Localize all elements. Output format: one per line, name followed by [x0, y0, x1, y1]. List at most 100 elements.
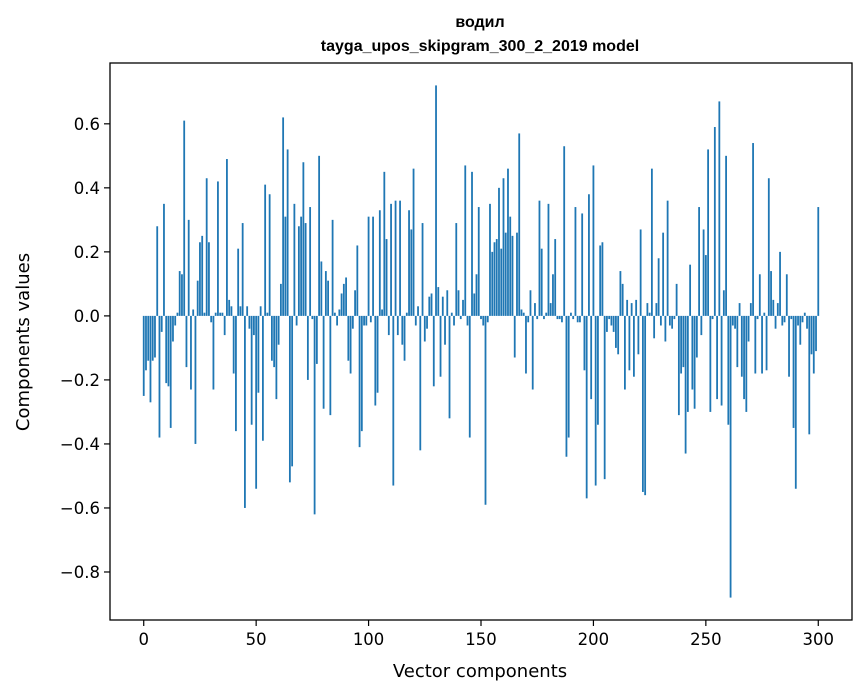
bar-128	[430, 293, 433, 316]
bar-122	[417, 306, 419, 316]
bar-85	[333, 312, 336, 316]
bar-247	[698, 207, 700, 316]
bar-216	[628, 315, 631, 371]
bar-56	[268, 194, 271, 316]
bar-278	[767, 178, 770, 316]
bar-44	[241, 223, 244, 316]
bar-146	[471, 171, 473, 316]
bar-31	[212, 315, 215, 390]
bar-98	[363, 315, 365, 326]
bar-248	[700, 315, 703, 336]
bar-23	[194, 315, 197, 444]
bar-29	[208, 242, 210, 316]
bar-243	[689, 264, 692, 316]
bar-214	[624, 315, 626, 390]
bar-264	[736, 315, 739, 368]
bar-26	[201, 235, 204, 316]
bar-258	[722, 290, 725, 316]
bar-55	[266, 312, 269, 316]
bar-81	[324, 271, 327, 316]
bar-217	[630, 303, 633, 316]
bar-10	[165, 315, 168, 384]
bar-245	[693, 315, 696, 409]
bar-40	[232, 315, 235, 374]
bar-254	[713, 127, 716, 316]
bar-172	[529, 290, 532, 316]
bar-233	[666, 200, 669, 316]
bar-202	[597, 315, 599, 425]
bar-265	[738, 303, 741, 316]
bar-192	[574, 207, 577, 316]
bar-138	[453, 315, 455, 326]
bar-182	[552, 274, 554, 316]
bar-93	[351, 315, 354, 329]
bar-197	[585, 315, 588, 499]
bar-246	[695, 315, 698, 358]
plot-frame	[109, 62, 853, 621]
bar-161	[504, 232, 507, 316]
bar-1	[145, 315, 147, 371]
bar-291	[797, 315, 799, 326]
bar-167	[518, 133, 521, 316]
bar-148	[475, 274, 478, 316]
bar-88	[340, 293, 343, 316]
bar-100	[367, 216, 370, 316]
bar-171	[527, 315, 530, 323]
bar-274	[758, 274, 761, 316]
bar-95	[356, 245, 359, 316]
bar-191	[572, 315, 575, 320]
bar-228	[655, 303, 658, 316]
bar-62	[282, 117, 285, 316]
bar-236	[673, 315, 676, 320]
bar-259	[725, 155, 727, 316]
bar-38	[228, 299, 231, 316]
bar-17	[181, 274, 183, 316]
bar-39	[230, 306, 233, 316]
bar-201	[594, 315, 597, 486]
y-tick-label: 0.2	[74, 243, 100, 262]
bar-45	[244, 315, 246, 508]
bar-164	[511, 235, 514, 316]
bar-58	[273, 315, 276, 368]
bar-114	[399, 200, 401, 316]
bar-179	[545, 312, 548, 316]
bar-206	[606, 315, 608, 332]
bar-21	[190, 315, 192, 390]
bar-240	[682, 315, 685, 368]
bar-186	[561, 315, 563, 323]
bar-178	[543, 315, 545, 320]
bar-256	[718, 101, 721, 316]
bar-83	[329, 315, 332, 416]
bar-91	[347, 315, 350, 361]
bar-72	[304, 223, 307, 316]
x-tick-label: 250	[690, 630, 722, 649]
bar-33	[217, 181, 219, 316]
bar-224	[646, 303, 649, 316]
bar-87	[338, 309, 341, 316]
bar-293	[801, 315, 804, 323]
bar-282	[776, 303, 779, 316]
bar-147	[473, 293, 476, 316]
y-tick-label: 0.4	[74, 179, 100, 198]
chart-subtitle: tayga_upos_skipgram_300_2_2019 model	[321, 38, 639, 55]
bar-168	[520, 309, 523, 316]
bar-14	[174, 315, 177, 326]
bar-209	[612, 315, 615, 332]
bar-70	[300, 216, 303, 316]
bar-37	[226, 159, 228, 316]
bar-239	[680, 315, 683, 374]
bar-158	[498, 187, 500, 316]
bar-260	[727, 315, 730, 425]
bar-2	[147, 315, 150, 361]
y-tick-label: −0.4	[60, 435, 100, 454]
bar-267	[743, 315, 745, 400]
bar-68	[295, 315, 298, 326]
bar-107	[383, 171, 386, 316]
bar-41	[235, 315, 237, 432]
bar-220	[637, 315, 640, 355]
bar-86	[336, 315, 338, 326]
bar-144	[466, 315, 469, 326]
bar-152	[484, 315, 487, 505]
bar-281	[774, 315, 777, 329]
bar-231	[662, 232, 665, 316]
